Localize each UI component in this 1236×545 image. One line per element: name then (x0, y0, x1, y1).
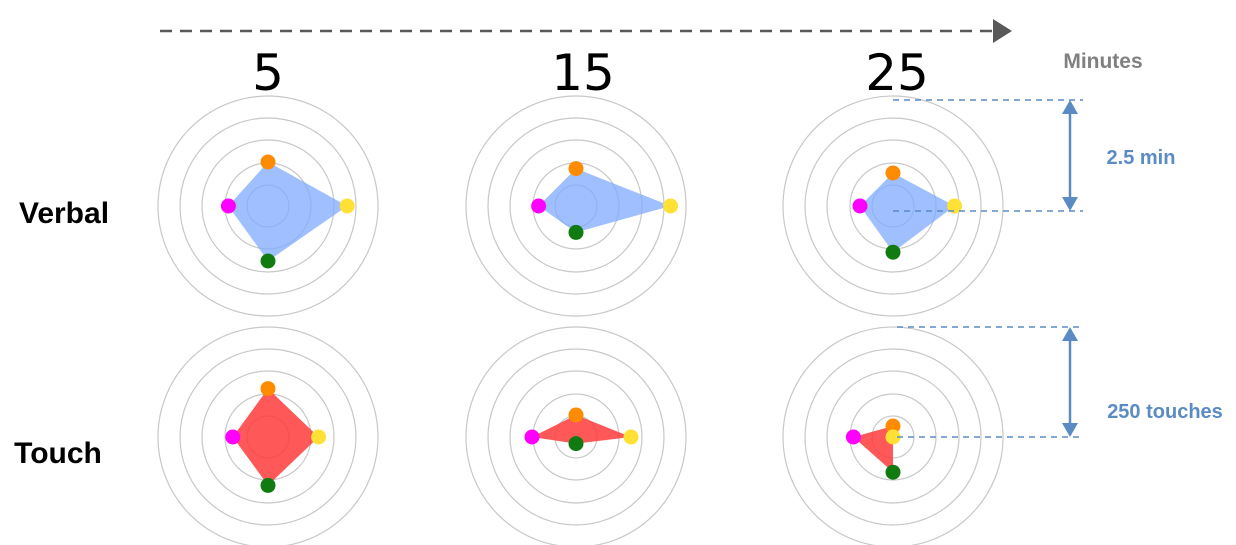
radar-point-top (885, 418, 901, 434)
radar-point-bottom (568, 436, 584, 452)
radar-point-right (663, 198, 679, 214)
radar-point-bottom (885, 244, 901, 260)
radar-ring-4 (179, 348, 357, 526)
radar-ring-3 (509, 370, 643, 504)
minute-label-15: 15 (551, 44, 615, 102)
scale-arrowhead-down (1062, 197, 1078, 211)
radar-point-left (524, 429, 540, 445)
radar-ring-5 (465, 326, 687, 545)
radar-panel-touch-25min (782, 326, 1004, 545)
radar-panel-verbal-15min (465, 95, 687, 317)
scale-indicator-touch: 250 touches (897, 326, 1223, 438)
radar-ring-4 (804, 117, 982, 295)
radar-ring-3 (201, 370, 335, 504)
scale-label-touch: 250 touches (1107, 401, 1223, 423)
minute-headers: 5 15 25 (252, 44, 929, 102)
radar-point-right (947, 198, 963, 214)
row-label-verbal: Verbal (19, 197, 109, 230)
radar-ring-5 (465, 95, 687, 317)
row-label-touch: Touch (14, 437, 102, 470)
radar-point-top (885, 165, 901, 181)
radar-point-top (260, 381, 276, 397)
time-axis-arrowhead (993, 19, 1012, 43)
radar-ring-4 (487, 348, 665, 526)
radar-point-top (260, 154, 276, 170)
radar-panels (157, 95, 1004, 545)
time-axis: Minutes (160, 19, 1143, 73)
radar-ring-4 (179, 117, 357, 295)
minutes-caption: Minutes (1063, 50, 1142, 73)
radar-panel-verbal-5min (157, 95, 379, 317)
radar-area (538, 168, 671, 233)
scale-label-verbal: 2.5 min (1107, 147, 1176, 169)
radar-point-bottom (260, 477, 276, 493)
radar-ring-5 (782, 95, 1004, 317)
radar-point-left (225, 429, 241, 445)
radar-area (232, 388, 319, 486)
radar-point-top (568, 161, 584, 177)
radar-ring-5 (782, 326, 1004, 545)
radar-point-right (339, 198, 355, 214)
radar-panel-touch-5min (157, 326, 379, 545)
radar-point-left (220, 198, 236, 214)
radar-area (853, 426, 893, 473)
radar-point-left (531, 198, 547, 214)
radar-area (860, 173, 955, 253)
minute-label-25: 25 (865, 44, 929, 102)
scale-arrowhead-up (1062, 100, 1078, 114)
scale-arrowhead-up (1062, 327, 1078, 341)
radar-ring-3 (826, 370, 960, 504)
radar-panel-touch-15min (465, 326, 687, 545)
radar-point-left (845, 429, 861, 445)
radar-point-bottom (568, 224, 584, 240)
radar-ring-5 (157, 326, 379, 545)
radar-ring-4 (804, 348, 982, 526)
radar-area (532, 415, 631, 444)
radar-point-top (568, 407, 584, 423)
radar-area (228, 162, 348, 261)
row-labels: Verbal Touch (14, 197, 109, 470)
scale-indicator-verbal: 2.5 min (893, 99, 1176, 212)
radar-point-bottom (885, 464, 901, 480)
radar-ring-5 (157, 95, 379, 317)
minute-label-5: 5 (252, 44, 284, 102)
scale-arrowhead-down (1062, 423, 1078, 437)
radar-point-bottom (260, 253, 276, 269)
radar-point-right (885, 429, 901, 445)
radar-point-right (311, 429, 327, 445)
radar-point-left (852, 198, 868, 214)
radar-panel-verbal-25min (782, 95, 1004, 317)
radar-point-right (623, 429, 639, 445)
